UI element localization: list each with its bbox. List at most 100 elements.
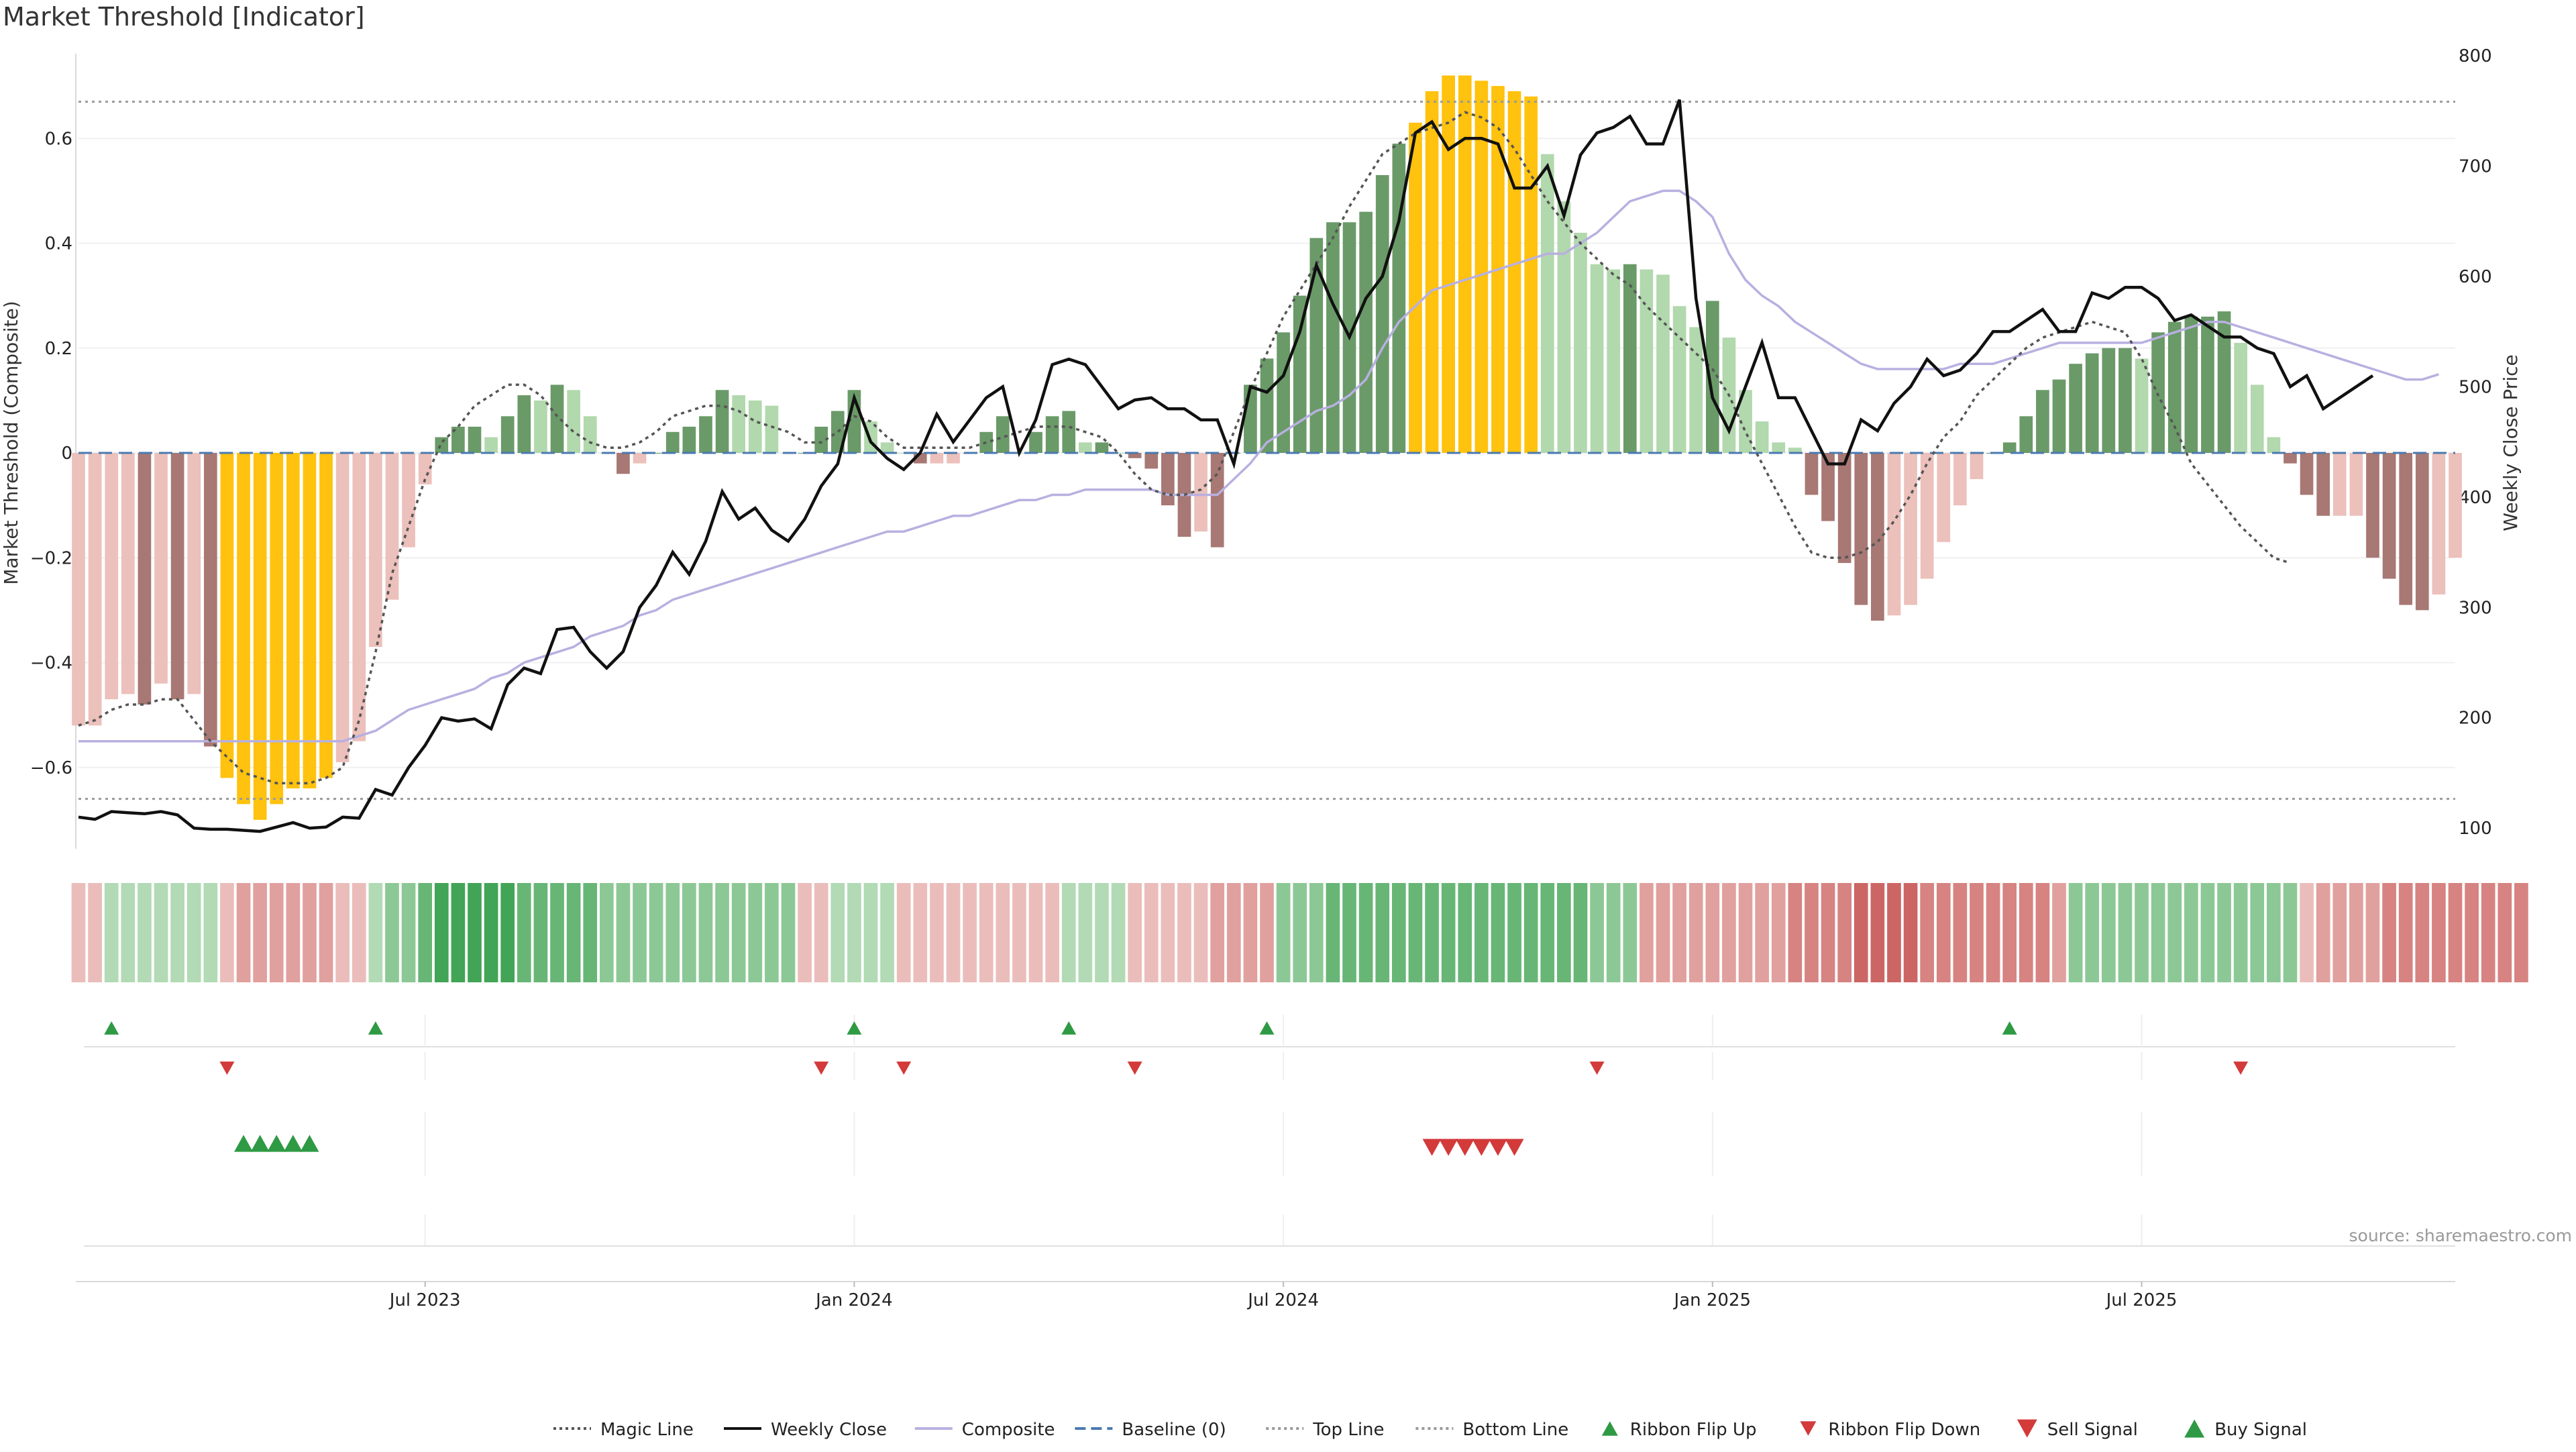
ribbon-cell <box>1045 883 1059 982</box>
composite-bar <box>435 437 449 453</box>
ribbon-cell <box>1970 883 1984 982</box>
ribbon-cell <box>633 883 647 982</box>
composite-bar <box>1210 453 1224 548</box>
legend-label: Sell Signal <box>2047 1420 2138 1440</box>
ribbon-flip-down-marker <box>219 1061 235 1075</box>
ribbon-cell <box>1491 883 1505 982</box>
ribbon-cell <box>1441 883 1456 982</box>
ribbon-cell <box>1854 883 1868 982</box>
ribbon-cell <box>731 883 746 982</box>
composite-bar <box>2019 416 2033 453</box>
legend-label: Composite <box>962 1420 1055 1440</box>
ribbon-cell <box>1788 883 1803 982</box>
composite-bar <box>1590 264 1604 453</box>
composite-bar <box>1920 453 1934 579</box>
composite-bar <box>303 453 317 788</box>
composite-bar <box>2052 379 2066 453</box>
composite-bar <box>2102 348 2116 453</box>
composite-bar <box>121 453 135 694</box>
ribbon-cell <box>2267 883 2281 982</box>
composite-bar <box>105 453 119 700</box>
composite-bar <box>2135 358 2149 453</box>
composite-bar <box>1161 453 1175 506</box>
ribbon-cell <box>847 883 861 982</box>
ribbon-cell <box>599 883 614 982</box>
ribbon-cell <box>517 883 531 982</box>
ribbon-cell <box>1738 883 1753 982</box>
composite-bar <box>715 390 729 453</box>
ribbon-cell <box>1177 883 1191 982</box>
composite-bar <box>699 416 712 453</box>
composite-bar <box>484 437 498 453</box>
y2-tick-label: 100 <box>2459 819 2492 839</box>
ribbon-cell <box>814 883 828 982</box>
ribbon-cell <box>434 883 449 982</box>
composite-bar <box>1788 448 1802 453</box>
composite-bar <box>402 453 415 548</box>
legend-label: Bottom Line <box>1462 1420 1568 1440</box>
ribbon-cell <box>930 883 944 982</box>
ribbon-cell <box>1326 883 1340 982</box>
ribbon-cell <box>2151 883 2165 982</box>
composite-bar <box>2415 453 2429 611</box>
ribbon-cell <box>946 883 961 982</box>
ribbon-cell <box>1640 883 1654 982</box>
magic-line <box>78 111 2291 784</box>
y2-tick-label: 400 <box>2459 488 2492 508</box>
x-tick-label: Jan 2024 <box>814 1290 893 1310</box>
ribbon-cell <box>2101 883 2116 982</box>
ribbon-cell <box>863 883 878 982</box>
ribbon-cell <box>1293 883 1307 982</box>
composite-bar <box>1425 91 1439 453</box>
legend-label: Magic Line <box>600 1420 694 1440</box>
composite-bar <box>1244 384 1257 453</box>
ribbon-cell <box>533 883 548 982</box>
composite-bar <box>649 453 663 454</box>
composite-bar <box>1887 453 1901 616</box>
ribbon-cell <box>781 883 796 982</box>
composite-bar <box>1474 81 1489 453</box>
buy-signal-marker <box>283 1135 303 1152</box>
composite-bar <box>1837 453 1851 564</box>
ribbon-cell <box>319 883 333 982</box>
composite-line <box>78 189 2439 743</box>
composite-bar <box>138 453 152 705</box>
main-panel: −0.6 −0.4 −0.2 0 0.2 0.4 0.6 100 200 300 400 500 600… <box>30 46 2492 849</box>
ribbon-cell <box>1507 883 1521 982</box>
composite-bar <box>1128 453 1142 458</box>
composite-bar <box>830 411 845 453</box>
y-tick-label: 0 <box>61 444 72 464</box>
ribbon-cell <box>1903 883 1918 982</box>
ribbon-cell <box>468 883 482 982</box>
y2-tick-label: 600 <box>2459 267 2492 287</box>
ribbon-cell <box>352 883 366 982</box>
legend-item: Weekly Close <box>724 1420 887 1440</box>
composite-bar <box>2069 364 2082 453</box>
ribbon-cell <box>170 883 184 982</box>
composite-bar <box>2250 384 2264 453</box>
composite-bar <box>2036 390 2049 453</box>
ribbon-flip-up-marker <box>2002 1021 2017 1035</box>
ribbon-cell <box>2398 883 2413 982</box>
y2-tick-label: 500 <box>2459 377 2492 397</box>
composite-bar <box>1062 411 1076 453</box>
ribbon-cell <box>253 883 267 982</box>
composite-bar <box>682 426 696 453</box>
composite-bar <box>352 453 366 741</box>
composite-bar <box>1805 453 1819 495</box>
legend-item: Ribbon Flip Down <box>1800 1420 1980 1440</box>
composite-bar <box>1375 174 1389 453</box>
composite-bar <box>1194 453 1208 532</box>
composite-bar <box>1029 431 1042 453</box>
ribbon-cell <box>1358 883 1373 982</box>
legend-swatch <box>1800 1421 1817 1436</box>
ribbon-cell <box>1342 883 1356 982</box>
ribbon-cell <box>2135 883 2149 982</box>
ribbon-cell <box>2332 883 2347 982</box>
ribbon-cell <box>830 883 845 982</box>
ribbon-cell <box>2498 883 2512 982</box>
composite-bar <box>2332 453 2347 516</box>
ribbon-cell <box>2283 883 2298 982</box>
ribbon-cell <box>566 883 581 982</box>
